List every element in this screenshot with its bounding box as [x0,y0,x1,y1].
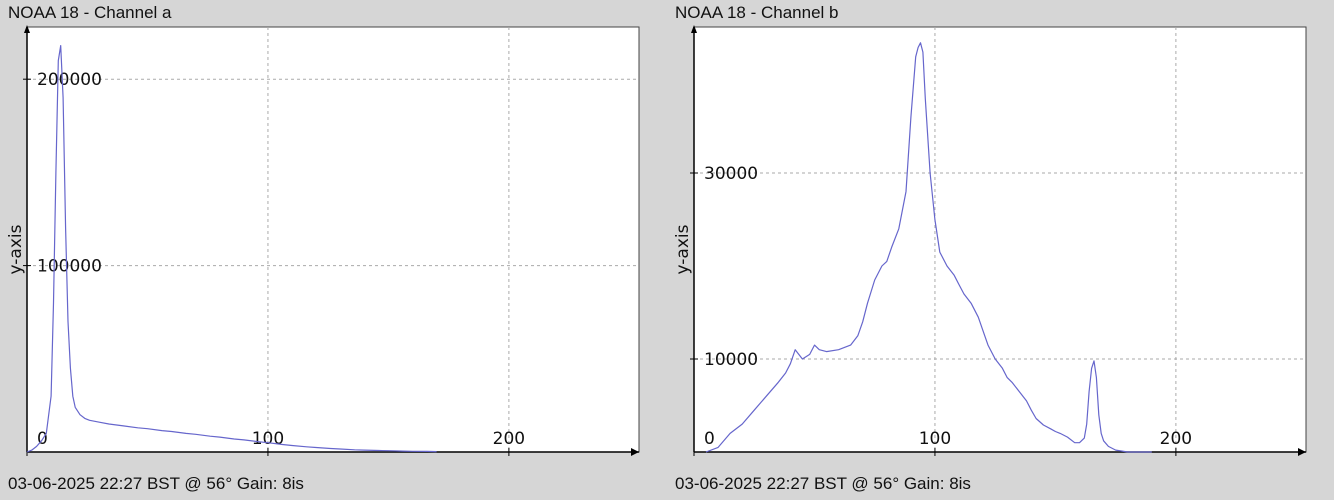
y-tick-label: 10000 [704,350,758,370]
chart-title: NOAA 18 - Channel a [8,3,172,22]
x-tick-label: 200 [1160,429,1192,449]
chart-footer: 03-06-2025 22:27 BST @ 56° Gain: 8is [8,474,304,493]
series-line [26,44,437,453]
x-tick-label: 100 [919,429,951,449]
y-tick-label: 30000 [704,164,758,184]
y-axis-label: y-axis [673,224,693,274]
series-line [705,42,1152,453]
x-tick-label: 200 [493,429,525,449]
y-axis-arrow [24,25,30,33]
chart-b-plot: 0 100 200 10000 30000 y-axis [673,25,1307,456]
plot-area [693,26,1307,453]
chart-panel-b: NOAA 18 - Channel b 0 100 200 10000 30000 y-a… [667,0,1334,500]
x-tick-label: 0 [704,429,715,449]
x-axis-arrow [1298,448,1306,456]
y-axis-label: y-axis [6,224,26,274]
chart-title: NOAA 18 - Channel b [675,3,839,22]
y-axis-arrow [691,25,697,33]
x-axis-arrow [631,448,639,456]
chart-footer: 03-06-2025 22:27 BST @ 56° Gain: 8is [675,474,971,493]
y-tick-label: 200000 [37,70,102,90]
plot-area [26,26,640,453]
chart-panel-a: NOAA 18 - Channel a 0 100 200 100000 200000 y… [6,3,640,493]
x-tick-label: 100 [252,429,284,449]
y-tick-label: 100000 [37,257,102,277]
